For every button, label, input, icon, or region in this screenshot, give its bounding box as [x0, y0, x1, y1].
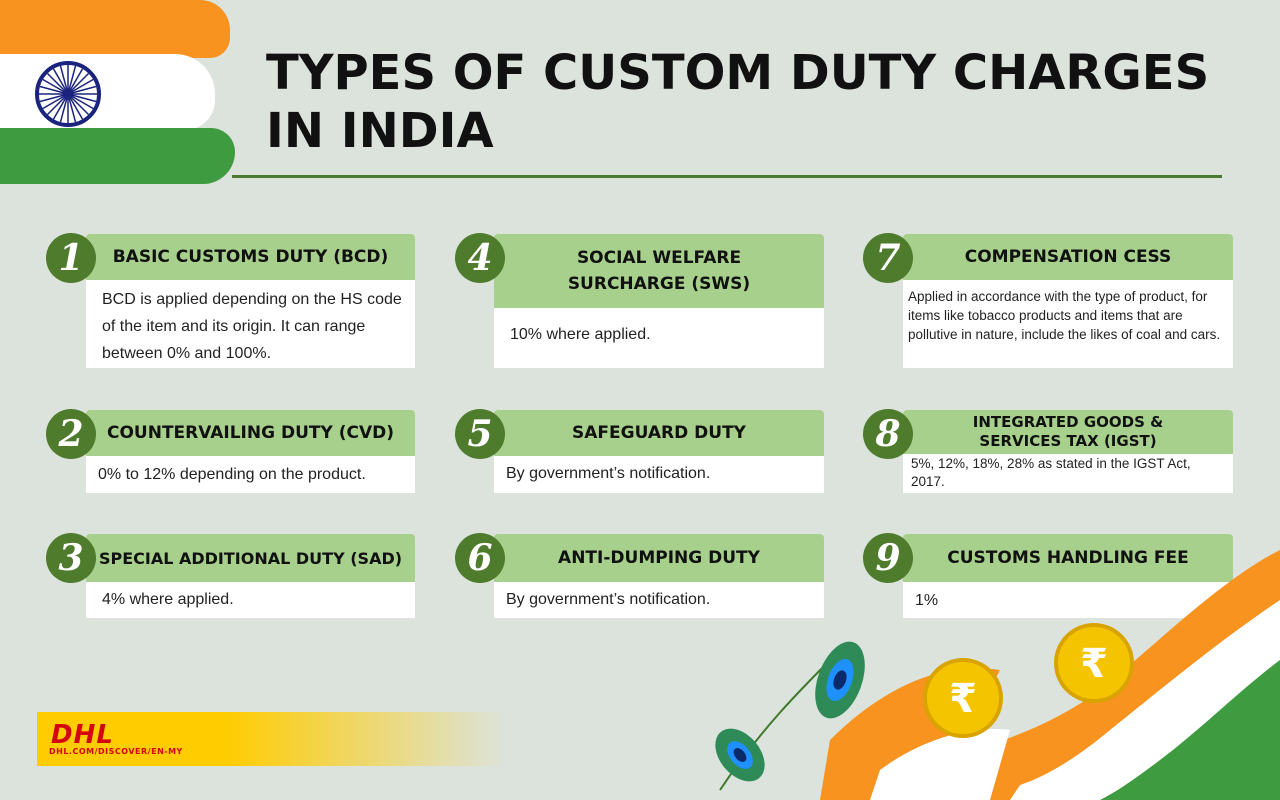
item-description: 10% where applied.	[494, 308, 824, 368]
item-number-badge: 4	[455, 233, 505, 283]
item-description: 0% to 12% depending on the product.	[86, 456, 415, 493]
rupee-coin-icon: ₹	[923, 658, 1003, 738]
flag-saffron-stripe	[0, 0, 230, 58]
item-description: Applied in accordance with the type of p…	[903, 280, 1233, 368]
item-number-badge: 6	[455, 533, 505, 583]
item-number-badge: 7	[863, 233, 913, 283]
item-heading: ANTI-DUMPING DUTY	[494, 534, 824, 582]
dhl-logo: DHL	[51, 720, 114, 750]
flag-white-stripe	[0, 54, 215, 130]
item-description: 5%, 12%, 18%, 28% as stated in the IGST …	[903, 454, 1233, 493]
item-description: By government’s notification.	[494, 456, 824, 493]
page-title: TYPES OF CUSTOM DUTY CHARGES IN INDIA	[266, 45, 1210, 159]
item-description: By government’s notification.	[494, 582, 824, 618]
item-number-badge: 2	[46, 409, 96, 459]
item-heading: SAFEGUARD DUTY	[494, 410, 824, 456]
india-flag-brush	[0, 0, 250, 190]
item-heading: INTEGRATED GOODS & SERVICES TAX (IGST)	[903, 410, 1233, 454]
item-heading: SOCIAL WELFARE SURCHARGE (SWS)	[494, 234, 824, 308]
item-heading: BASIC CUSTOMS DUTY (BCD)	[86, 234, 415, 280]
item-description: BCD is applied depending on the HS code …	[86, 280, 415, 368]
item-heading: CUSTOMS HANDLING FEE	[903, 534, 1233, 582]
item-heading: COUNTERVAILING DUTY (CVD)	[86, 410, 415, 456]
item-number-badge: 3	[46, 533, 96, 583]
peacock-feather-icon	[715, 641, 865, 791]
item-description: 1%	[903, 582, 1233, 618]
item-heading: COMPENSATION CESS	[903, 234, 1233, 280]
ashoka-chakra-icon	[35, 61, 101, 127]
flag-coins-peacock-illustration: ₹ ₹	[715, 550, 1280, 800]
item-number-badge: 8	[863, 409, 913, 459]
dhl-url[interactable]: DHL.COM/DISCOVER/EN-MY	[49, 747, 183, 756]
item-number-badge: 5	[455, 409, 505, 459]
dhl-banner[interactable]: DHL DHL.COM/DISCOVER/EN-MY	[37, 712, 507, 766]
item-description: 4% where applied.	[86, 582, 415, 618]
item-number-badge: 9	[863, 533, 913, 583]
flag-green-stripe	[0, 128, 235, 184]
svg-text:₹: ₹	[1080, 641, 1108, 687]
item-number-badge: 1	[46, 233, 96, 283]
title-divider	[232, 175, 1222, 178]
svg-text:₹: ₹	[949, 676, 977, 722]
rupee-coin-icon: ₹	[1054, 623, 1134, 703]
item-heading: SPECIAL ADDITIONAL DUTY (SAD)	[86, 534, 415, 582]
